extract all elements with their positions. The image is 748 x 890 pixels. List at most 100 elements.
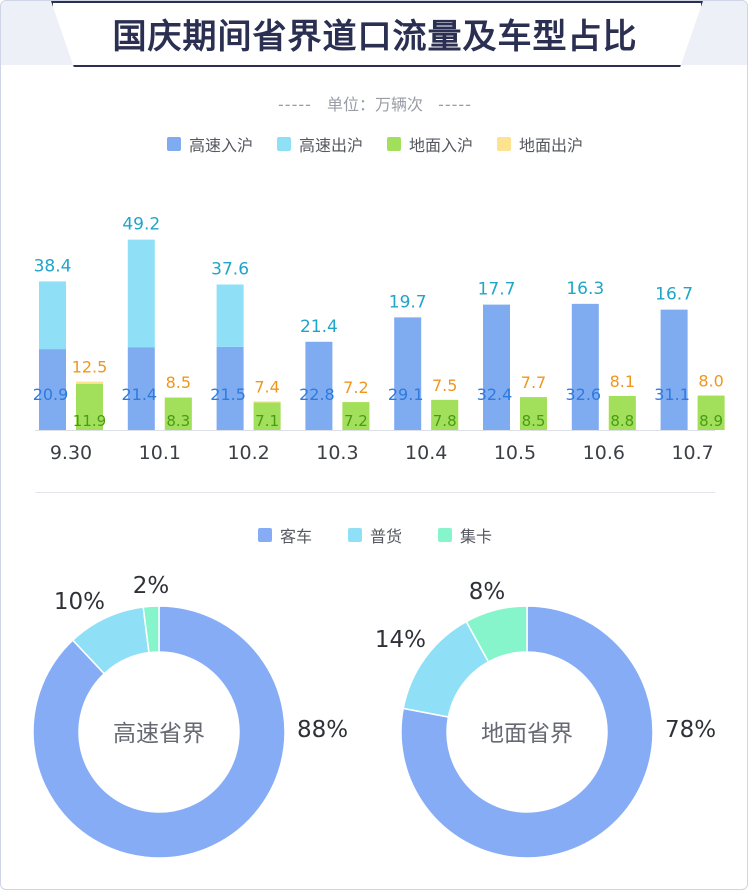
legend-label: 普货 [369,527,402,546]
data-label-dimian-out: 7.5 [432,376,457,395]
data-label-gaosu-out: 49.2 [122,215,160,235]
unit-dash-right: ----- [438,95,472,114]
legend-swatch [438,528,452,542]
data-label-gaosu-out: 16.3 [566,279,604,299]
bar-dimian-in [342,402,370,430]
bar-gaosu-in [571,303,599,430]
donut-slice-jika [465,605,528,663]
data-label-gaosu-in: 22.8 [299,385,335,404]
unit-text: 单位：万辆次 [326,95,423,114]
donut-percent-label: 88% [297,717,348,743]
unit-caption: ----- 单位：万辆次 ----- [1,91,747,115]
data-label-gaosu-out: 37.6 [211,259,249,279]
data-label-dimian-in: 8.8 [610,412,634,430]
data-label-gaosu-in: 32.6 [565,385,601,404]
data-label-dimian-out: 7.4 [254,377,279,396]
bar-dimian-in [76,383,103,430]
data-label-gaosu-out: 38.4 [34,256,72,276]
data-label-dimian-out: 7.2 [343,378,368,397]
data-label-gaosu-out: 16.7 [655,285,693,305]
x-tick-label: 10.7 [671,442,713,464]
bar-dimian-in [164,397,192,430]
data-label-dimian-out: 12.5 [72,358,108,377]
data-label-gaosu-in: 31.1 [654,385,690,404]
legend-swatch [347,528,362,542]
donut-slice-jika [142,605,160,654]
legend-item-jika: 集卡 [438,523,492,547]
bar-gaosu-out [127,239,155,348]
data-label-dimian-out: 8.0 [698,372,723,391]
bar-gaosu-in [216,346,244,430]
x-tick-label: 9.30 [50,442,92,464]
data-label-dimian-in: 7.8 [433,412,457,430]
bar-dimian-in [431,399,459,430]
legend-swatch [166,137,181,151]
bar-gaosu-out [216,284,244,347]
x-tick-label: 10.2 [227,442,269,464]
legend-item-dimian-out: 地面出沪 [497,132,583,156]
data-label-gaosu-in: 20.9 [33,385,69,404]
legend-item-puhuo: 普货 [347,523,402,547]
x-tick-label: 10.4 [405,442,447,464]
data-label-gaosu-in: 29.1 [388,385,424,404]
bar-dimian-in [253,402,281,430]
bar-gaosu-in [39,349,66,430]
x-tick-label: 10.3 [316,442,358,464]
bar-chart: 38.4 20.912.5 11.9 9.30 49.2 21.4 8.5 8.3 10.1 37… [33,215,725,464]
data-label-dimian-in: 8.5 [522,412,546,430]
legend-swatch [276,137,291,151]
bar-dimian-in [608,395,636,430]
legend-label: 地面出沪 [519,136,584,155]
legend-label: 集卡 [460,527,493,546]
donut-percent-label: 2% [133,573,170,599]
legend-item-keche: 客车 [257,523,312,547]
x-tick-label: 10.5 [494,442,536,464]
donut-slice-keche [400,605,654,859]
donut-center-title: 高速省界 [113,721,205,747]
bar-gaosu-in [127,347,155,430]
unit-dash-left: ----- [278,95,312,114]
legend-label: 客车 [279,527,312,546]
legend-swatch [257,528,272,542]
bar-gaosu-out [39,281,66,350]
legend-label: 地面入沪 [409,136,474,155]
data-label-dimian-out: 8.1 [610,372,635,391]
data-label-dimian-in: 7.2 [344,412,368,430]
title-box [51,1,703,67]
page-title: 国庆期间省界道口流量及车型占比 [112,17,638,57]
data-label-gaosu-in: 21.5 [210,385,246,404]
data-label-dimian-out: 8.5 [166,373,191,392]
data-label-gaosu-out: 19.7 [389,292,427,312]
legend-label: 高速出沪 [298,136,363,155]
data-label-dimian-in: 8.3 [166,412,190,430]
donut-slice-keche [32,605,286,859]
data-label-gaosu-out: 21.4 [300,317,338,337]
bar-gaosu-in [305,341,333,430]
pie-legend: 客车 普货 集卡 [1,523,747,547]
bar-gaosu-in [660,309,688,430]
x-tick-label: 10.6 [583,442,625,464]
data-label-dimian-in: 7.1 [255,412,279,430]
legend-item-dimian-in: 地面入沪 [387,132,473,156]
donut-center-title: 地面省界 [481,721,573,747]
donut-percent-label: 78% [665,717,716,743]
donut-percent-label: 10% [54,589,105,615]
bar-dimian-in [697,395,725,430]
bar-gaosu-in [483,304,510,430]
bar-legend: 高速入沪 高速出沪 地面入沪 地面出沪 [1,132,747,156]
data-label-dimian-out: 7.7 [521,373,546,392]
data-label-gaosu-out: 17.7 [478,280,516,300]
legend-swatch [497,137,512,151]
data-label-dimian-in: 11.9 [73,412,106,430]
legend-item-gaosu-out: 高速出沪 [276,132,363,156]
divider [35,492,715,493]
x-tick-label: 10.1 [139,442,181,464]
bar-dimian-in [520,397,547,430]
legend-item-gaosu-in: 高速入沪 [166,132,253,156]
legend-label: 高速入沪 [188,136,253,155]
donut-percent-label: 8% [469,579,506,605]
legend-swatch [387,137,401,151]
donut-percent-label: 14% [375,627,426,653]
